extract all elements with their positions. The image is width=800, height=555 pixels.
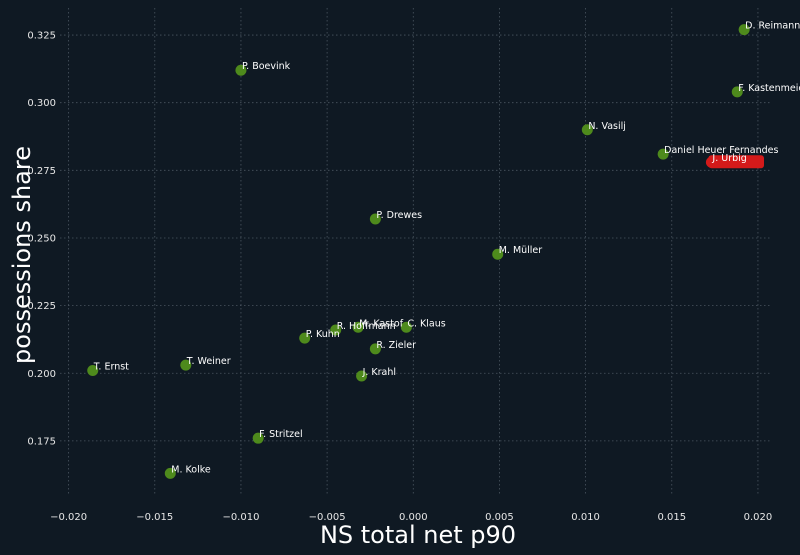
x-tick-label: 0.005 (485, 512, 514, 523)
x-axis-label: NS total net p90 (320, 521, 516, 549)
point-label: P. Boevink (242, 61, 291, 72)
data-points (87, 24, 750, 479)
data-point (657, 148, 669, 160)
y-tick-label: 0.275 (27, 166, 56, 177)
y-tick-label: 0.325 (27, 31, 56, 42)
point-label: F. Kastenmeier (738, 83, 800, 94)
data-point (581, 124, 593, 136)
data-point (87, 365, 99, 377)
point-label: P. Drewes (376, 210, 422, 221)
y-tick-label: 0.225 (27, 301, 56, 312)
data-point (738, 24, 750, 36)
point-label: D. Reimann (745, 21, 800, 32)
data-point (299, 332, 311, 344)
point-label: M. Müller (499, 245, 543, 256)
data-point (235, 64, 247, 76)
x-tick-label: −0.020 (50, 512, 87, 523)
data-point (369, 213, 381, 225)
data-point (164, 467, 176, 479)
y-tick-label: 0.250 (27, 233, 56, 244)
data-point (180, 359, 192, 371)
data-point (330, 324, 342, 336)
y-axis-label: possessions share (8, 146, 36, 364)
x-tick-label: 0.010 (571, 512, 600, 523)
x-tick-label: 0.015 (657, 512, 686, 523)
y-tick-label: 0.200 (27, 369, 56, 380)
point-label: P. Kuhn (306, 329, 340, 340)
data-point (369, 343, 381, 355)
data-point (352, 321, 364, 333)
point-label: J. Krahl (362, 367, 396, 378)
x-tick-label: −0.010 (222, 512, 259, 523)
data-point (731, 86, 743, 98)
data-point (400, 321, 412, 333)
point-label: Daniel Heuer Fernandes (664, 145, 778, 156)
grid (60, 8, 770, 495)
highlight-label-bg (708, 155, 765, 169)
point-label: N. Vasilj (588, 121, 626, 132)
point-label: R. Zieler (376, 340, 416, 351)
data-point (252, 432, 264, 444)
point-label: M. Kolke (171, 464, 211, 475)
x-tick-label: −0.005 (309, 512, 346, 523)
point-label: C. Klaus (407, 318, 445, 329)
x-tick-label: 0.000 (399, 512, 428, 523)
point-label: J. Urbig (711, 153, 746, 164)
data-point (492, 248, 504, 260)
point-label: T. Weiner (186, 356, 231, 367)
x-tick-label: 0.020 (744, 512, 773, 523)
point-label: T. Ernst (93, 362, 129, 373)
data-point (356, 370, 368, 382)
point-label: F. Stritzel (259, 429, 302, 440)
point-label: M. Kastof (359, 318, 404, 329)
y-tick-label: 0.300 (27, 98, 56, 109)
x-tick-label: −0.015 (136, 512, 173, 523)
tick-labels: −0.020 −0.015 −0.010 −0.005 0.000 0.005 0.010 0… (27, 31, 772, 523)
y-tick-label: 0.175 (27, 436, 56, 447)
point-labels: D. Reimann F. Kastenmeier P. Boevink N. Vas… (93, 21, 800, 476)
point-label: R. Hoffmann (337, 321, 396, 332)
